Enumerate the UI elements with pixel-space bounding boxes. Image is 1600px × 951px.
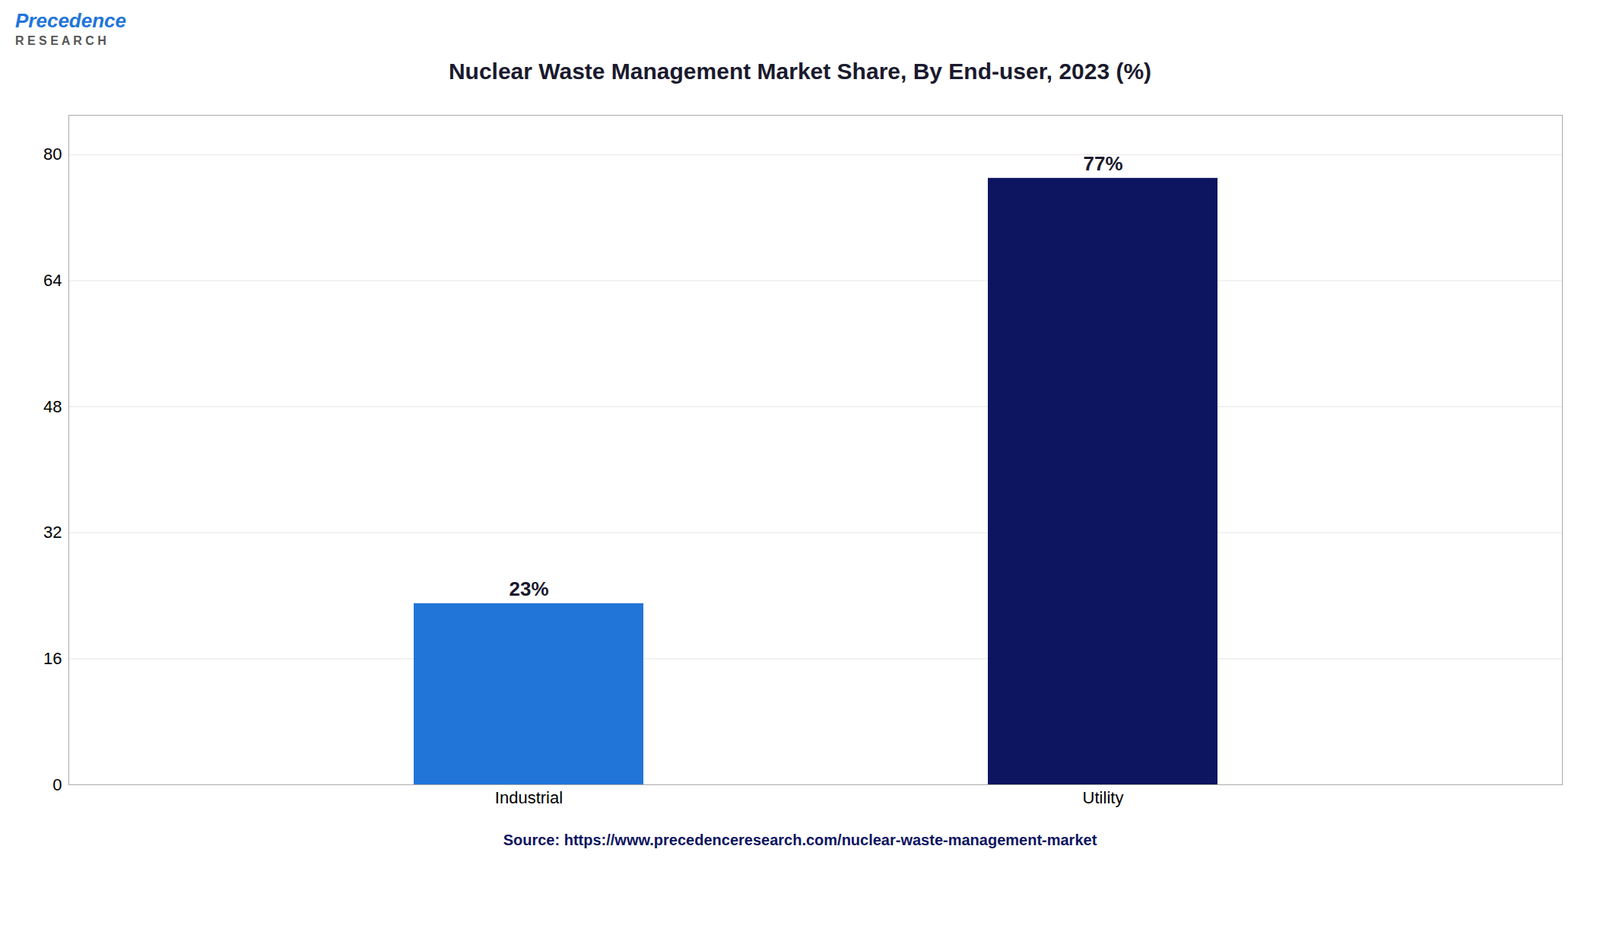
html-text:Precedence: Precedence — [15, 9, 127, 32]
html-text:Source: https://www.precedence: Source: https://www.precedenceresearch.c… — [503, 831, 1097, 848]
svg-text:0: 0 — [52, 774, 62, 794]
svg-text:23%: 23% — [508, 577, 549, 600]
html-text:R E S E A R C H: R E S E A R C H — [15, 34, 107, 48]
svg-text:Utility: Utility — [1082, 787, 1124, 807]
svg-text:77%: 77% — [1082, 152, 1123, 175]
svg-text:80: 80 — [43, 144, 62, 164]
html-text:Nuclear Waste Management Marke: Nuclear Waste Management Market Share, B… — [448, 58, 1152, 84]
svg-text:Industrial: Industrial — [495, 787, 563, 807]
svg-text:32: 32 — [43, 522, 62, 542]
svg-text:16: 16 — [43, 648, 62, 668]
svg-text:64: 64 — [43, 270, 62, 290]
svg-text:48: 48 — [43, 396, 62, 416]
